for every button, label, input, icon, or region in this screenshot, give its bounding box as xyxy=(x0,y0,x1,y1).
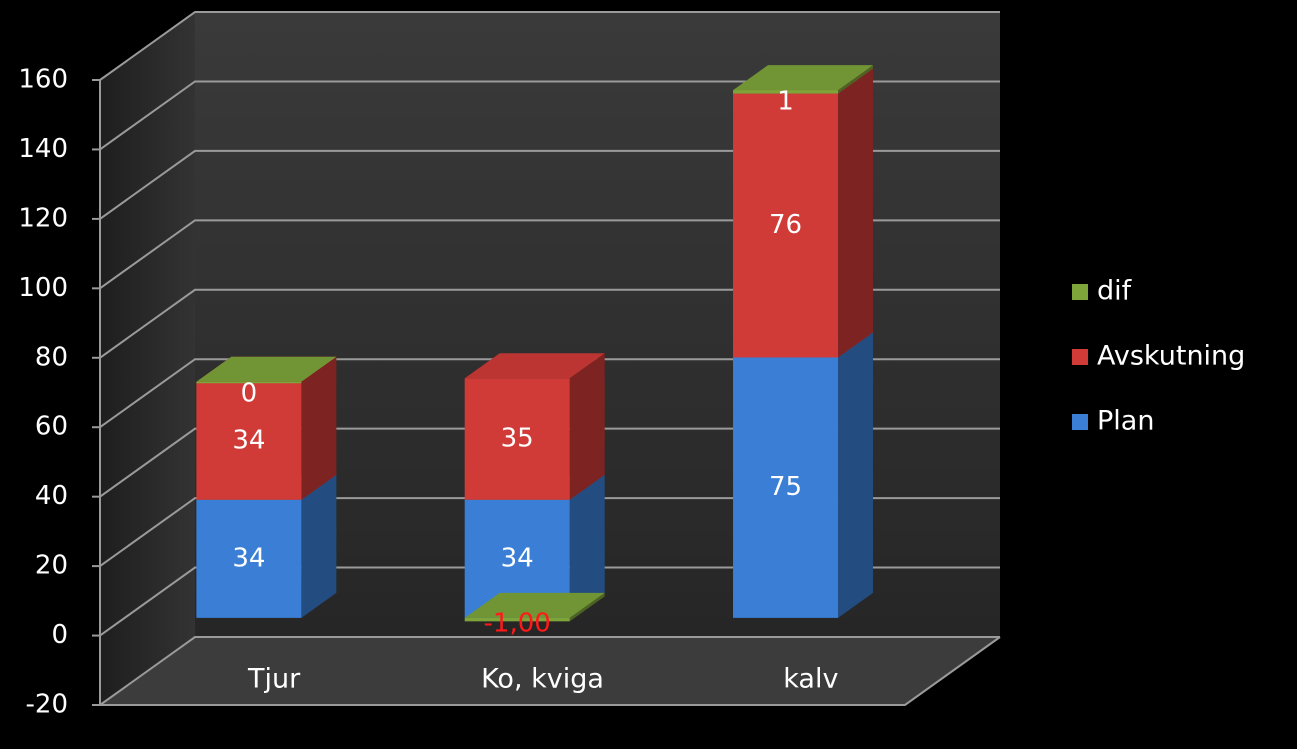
bar xyxy=(733,357,839,618)
grid-line xyxy=(99,80,1000,151)
bar-side xyxy=(569,353,605,500)
legend-label: Avskutning xyxy=(1097,341,1245,372)
bar-side xyxy=(838,332,874,618)
bar-side xyxy=(838,65,874,94)
x-tick-label: Ko, kviga xyxy=(481,664,604,695)
bar xyxy=(196,381,302,500)
legend-swatch xyxy=(1072,349,1088,365)
floor-edge xyxy=(100,636,1001,706)
bar-side xyxy=(838,68,874,358)
data-label: -1,00 xyxy=(484,608,551,638)
y-tick-label: 160 xyxy=(18,65,68,95)
bar xyxy=(733,93,839,358)
data-label: 34 xyxy=(232,543,265,573)
grid-line xyxy=(99,427,1000,498)
bar xyxy=(464,617,570,622)
side-wall xyxy=(100,12,195,705)
data-label: 1 xyxy=(777,87,794,117)
y-tick-label: 100 xyxy=(18,273,68,303)
y-tick-label: 80 xyxy=(35,342,68,372)
x-tick-label: kalv xyxy=(783,664,838,695)
bar-side xyxy=(301,474,337,618)
bar-side xyxy=(569,474,605,618)
y-tick-label: 20 xyxy=(35,551,68,581)
legend-swatch xyxy=(1072,414,1088,430)
y-tick-label: 40 xyxy=(35,481,68,511)
bar xyxy=(196,381,302,384)
bar-side xyxy=(569,592,605,622)
grid-line xyxy=(99,358,1000,429)
grid-line xyxy=(99,636,1000,706)
data-label: 34 xyxy=(232,425,265,455)
data-label: 76 xyxy=(769,210,802,240)
bar xyxy=(733,90,839,94)
bars xyxy=(196,65,874,622)
data-label: 75 xyxy=(769,472,802,502)
bar-top xyxy=(464,592,605,618)
legend-swatch xyxy=(1072,284,1088,300)
bar-side xyxy=(301,356,337,500)
grid-line xyxy=(99,288,1000,359)
y-tick-label: 140 xyxy=(18,134,68,164)
bar xyxy=(464,378,570,500)
bar-top xyxy=(464,353,605,379)
y-tick-label: 120 xyxy=(18,203,68,233)
legend-label: Plan xyxy=(1097,406,1154,437)
grid-line xyxy=(99,219,1000,290)
y-tick-label: 0 xyxy=(51,620,68,650)
data-label: 0 xyxy=(241,378,258,408)
bar-top xyxy=(733,65,874,91)
legend: dif Avskutning Plan xyxy=(1072,276,1245,437)
bar xyxy=(196,499,302,618)
x-tick-label: Tjur xyxy=(247,664,301,695)
bar-top xyxy=(196,356,337,382)
y-tick-label: -20 xyxy=(26,690,68,720)
labels: -20 0 20 40 60 80 100 120 140 160 Tjur 34 34 0 Ko, kvi… xyxy=(18,65,838,720)
grid-line xyxy=(99,11,1000,81)
y-tick-label: 60 xyxy=(35,412,68,442)
grid-line xyxy=(99,497,1000,567)
data-label: 34 xyxy=(501,543,534,573)
grid-line xyxy=(99,149,1000,220)
grid xyxy=(92,11,1001,706)
grid-line xyxy=(99,566,1000,637)
floor xyxy=(100,637,1000,705)
legend-label: dif xyxy=(1097,276,1133,307)
data-label: 35 xyxy=(501,424,534,454)
